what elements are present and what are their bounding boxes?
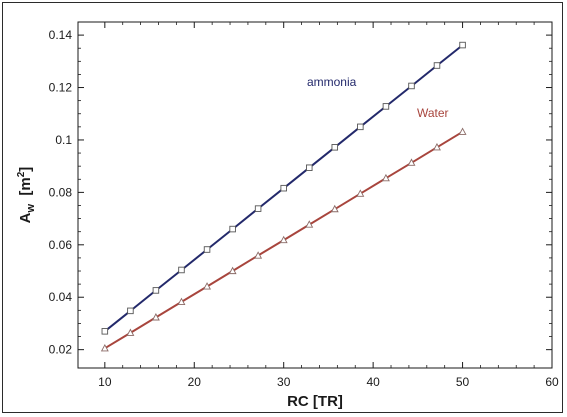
- data-point-ammonia: [203, 246, 211, 253]
- tick-marks: [78, 22, 553, 368]
- data-point-water: [458, 127, 467, 135]
- y-axis-label: Aw [m2]: [16, 167, 37, 224]
- data-point-water: [279, 235, 288, 244]
- series-label-ammonia: ammonia: [307, 75, 357, 89]
- data-point-ammonia: [357, 123, 364, 131]
- x-tick-label: 40: [366, 375, 380, 389]
- plot-area: [77, 21, 553, 369]
- data-point-ammonia: [459, 41, 466, 49]
- y-axis-label-subscript: w: [25, 203, 37, 213]
- data-point-ammonia: [101, 328, 109, 335]
- data-point-ammonia: [178, 266, 185, 274]
- y-tick-label: 0.04: [49, 290, 73, 304]
- data-point-ammonia: [280, 184, 287, 192]
- data-point-ammonia: [408, 82, 415, 90]
- x-tick-label: 10: [98, 375, 112, 389]
- data-point-ammonia: [382, 103, 390, 110]
- y-axis-label-unit: [m: [17, 177, 34, 204]
- data-point-ammonia: [306, 164, 313, 171]
- data-point-ammonia: [152, 287, 160, 294]
- data-point-ammonia: [229, 225, 236, 233]
- data-point-ammonia: [331, 144, 339, 151]
- series-group: [100, 41, 467, 352]
- y-axis-label-superscript: 2: [16, 171, 27, 177]
- x-axis-label: RC [TR]: [287, 393, 343, 410]
- x-tick-label: 20: [188, 375, 202, 389]
- data-point-water: [177, 297, 186, 305]
- y-tick-label: 0.08: [49, 185, 73, 199]
- data-point-water: [330, 204, 339, 213]
- data-point-ammonia: [433, 62, 441, 69]
- x-tick-label: 60: [545, 375, 559, 389]
- y-tick-label: 0.06: [49, 238, 73, 252]
- data-point-water: [356, 189, 365, 197]
- y-tick-label: 0.02: [49, 343, 73, 357]
- x-tick-labels: 10 20 30 40 50 60: [98, 375, 559, 389]
- figure-frame: [2, 2, 563, 413]
- y-tick-label: 0.14: [49, 28, 73, 42]
- data-point-water: [381, 173, 390, 182]
- data-point-water: [151, 313, 160, 321]
- y-tick-labels: 0.02 0.04 0.06 0.08 0.1 0.12 0.14: [49, 28, 73, 357]
- data-point-water: [126, 328, 135, 336]
- x-tick-label: 30: [277, 375, 291, 389]
- y-tick-label: 0.12: [49, 81, 73, 95]
- y-axis-label-close: ]: [17, 167, 34, 172]
- data-point-ammonia: [127, 307, 134, 315]
- data-point-water: [254, 251, 263, 259]
- data-point-water: [100, 343, 109, 352]
- data-point-water: [203, 282, 212, 290]
- data-point-water: [228, 266, 237, 275]
- data-point-water: [433, 142, 441, 151]
- series-label-water: Water: [417, 106, 449, 120]
- data-point-water: [407, 158, 416, 166]
- x-tick-label: 50: [456, 375, 470, 389]
- data-point-water: [305, 220, 314, 228]
- y-tick-label: 0.1: [55, 133, 72, 147]
- y-axis-label-main: A: [17, 212, 34, 223]
- data-point-ammonia: [254, 205, 262, 212]
